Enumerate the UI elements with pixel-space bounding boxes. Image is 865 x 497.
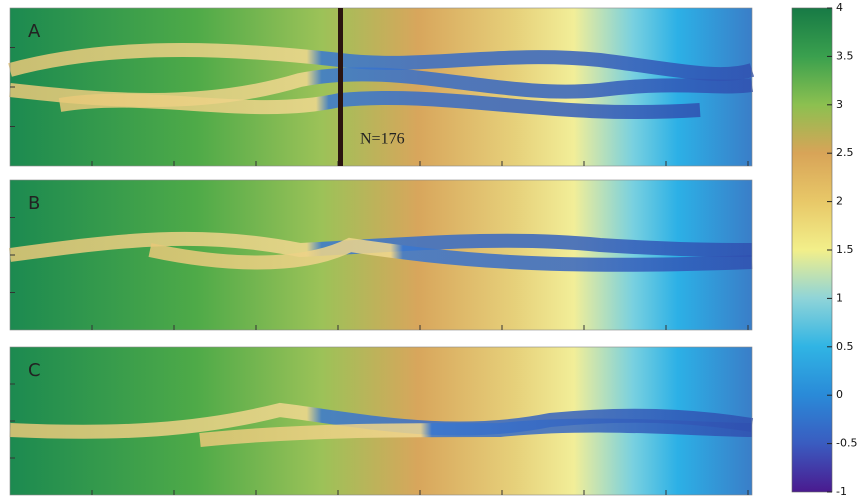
colorbar-tick-label: -0.5 <box>836 437 857 450</box>
colorbar-tick-label: 3.5 <box>836 49 854 62</box>
colorbar <box>791 7 833 493</box>
channel <box>148 237 753 272</box>
colorbar-tick-label: 1.5 <box>836 243 854 256</box>
panel-label: A <box>28 21 41 42</box>
channel <box>58 90 701 120</box>
panel-label: C <box>28 360 41 381</box>
colorbar-tick-label: 0.5 <box>836 340 854 353</box>
annotation: N=176 <box>360 131 405 148</box>
colorbar-tick-label: 4 <box>836 1 843 14</box>
channel <box>9 231 753 262</box>
colorbar-tick-label: 2 <box>836 195 843 208</box>
channel <box>199 418 753 447</box>
colorbar-tick-label: 0 <box>836 388 843 401</box>
section-line <box>338 8 343 166</box>
colorbar-tick-label: -1 <box>836 485 847 497</box>
colorbar-tick-label: 2.5 <box>836 146 854 159</box>
panel-label: B <box>28 193 40 214</box>
colorbar-tick-label: 3 <box>836 98 843 111</box>
colorbar-tick-label: 1 <box>836 291 843 304</box>
channel <box>8 43 755 82</box>
